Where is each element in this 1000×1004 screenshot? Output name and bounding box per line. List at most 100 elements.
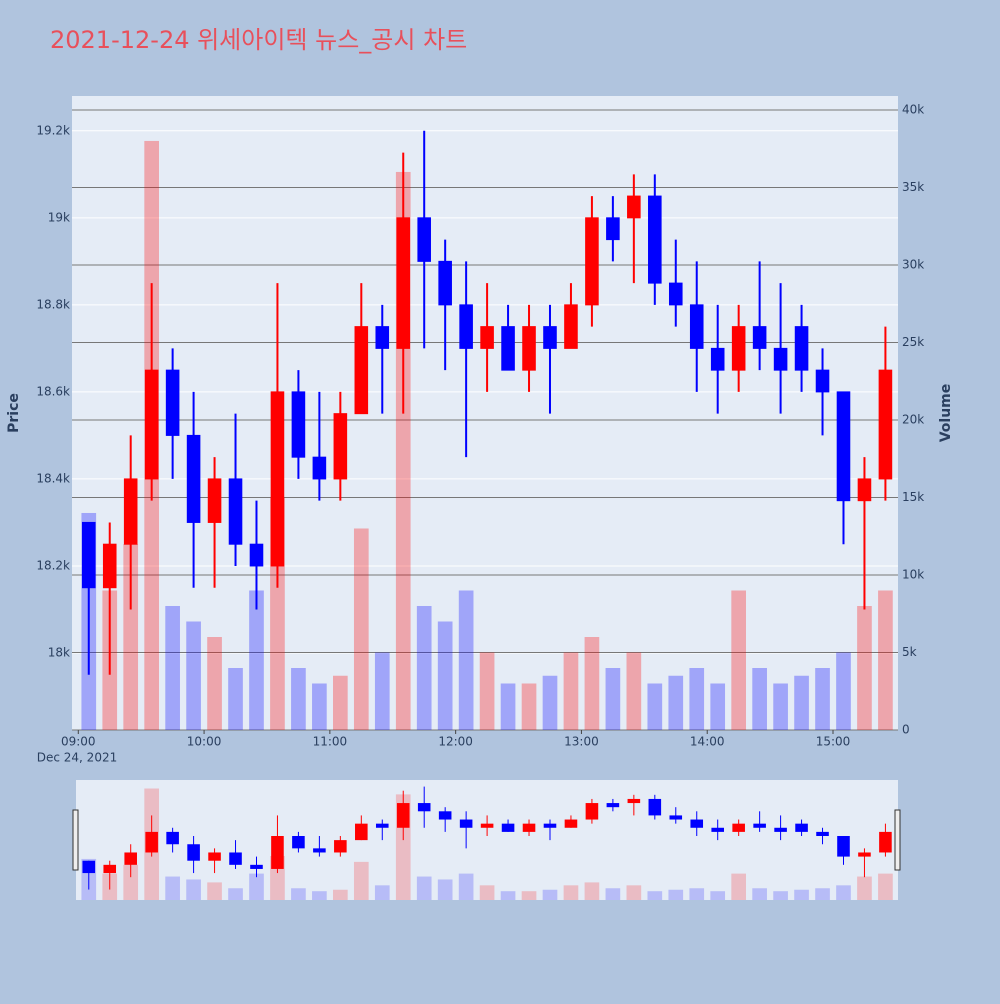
y-axis-title: Price: [6, 393, 22, 433]
slider-volume: [437, 879, 453, 900]
slider-body: [816, 831, 829, 837]
y-tick-label: 18.4k: [36, 471, 70, 485]
slider-body: [627, 798, 641, 804]
y-tick-label: 18k: [48, 645, 70, 659]
slider-volume: [521, 891, 537, 900]
volume-bar: [584, 636, 600, 730]
candle-body: [480, 326, 494, 349]
slider-body: [229, 852, 242, 865]
candle-body: [312, 456, 327, 480]
x-tick-label: 12:00: [438, 735, 473, 749]
volume-bar: [207, 636, 222, 730]
candle-body: [354, 326, 369, 415]
y2-tick-label: 0: [902, 723, 910, 737]
candle-body: [522, 326, 536, 371]
slider-body: [417, 803, 431, 812]
volume-bar: [668, 675, 684, 730]
volume-bar: [123, 543, 139, 730]
slider-body: [585, 803, 599, 820]
volume-bar: [437, 621, 453, 730]
slider-body: [648, 798, 662, 816]
slider-body: [669, 815, 683, 820]
slider-body: [313, 848, 326, 853]
slider-body: [82, 860, 96, 874]
volume-bar: [479, 652, 495, 730]
volume-bar: [165, 605, 180, 730]
volume-bar: [752, 667, 767, 730]
candle-body: [585, 217, 599, 306]
slider-body: [522, 823, 536, 832]
slider-volume: [626, 885, 642, 900]
y-tick-label: 18.2k: [36, 558, 70, 572]
slider-body: [501, 823, 515, 832]
y2-tick-label: 5k: [902, 645, 917, 659]
candle-body: [794, 326, 809, 371]
slider-body: [292, 836, 305, 849]
chart-title: 2021-12-24 위세아이텍 뉴스_공시 차트: [50, 26, 467, 54]
volume-bar: [563, 652, 579, 730]
volume-bar: [312, 683, 327, 730]
candle-body: [102, 543, 117, 589]
candle-body: [543, 326, 557, 349]
x-date-label: Dec 24, 2021: [37, 751, 117, 765]
slider-body: [690, 819, 704, 828]
volume-bar: [186, 621, 201, 730]
y2-axis-title: Volume: [938, 384, 954, 443]
slider-body: [837, 836, 850, 857]
candle-body: [710, 347, 725, 371]
candle-body: [165, 369, 180, 436]
volume-bar: [626, 652, 642, 730]
slider-body: [396, 803, 410, 828]
y-tick-label: 18.6k: [36, 384, 70, 398]
volume-bar: [333, 675, 348, 730]
candle-body: [836, 391, 851, 502]
slider-volume: [878, 873, 893, 900]
slider-body: [166, 831, 179, 845]
slider-body: [753, 823, 766, 828]
candle-body: [396, 217, 411, 349]
volume-bar: [416, 605, 432, 730]
x-tick-label: 14:00: [690, 735, 725, 749]
volume-bar: [374, 652, 390, 730]
volume-bar: [878, 590, 893, 730]
range-slider[interactable]: [76, 780, 898, 900]
slider-volume: [563, 885, 579, 900]
slider-handle[interactable]: [894, 809, 901, 871]
y2-tick-label: 40k: [902, 102, 924, 116]
candle-body: [186, 434, 201, 523]
candle-body: [249, 543, 264, 567]
volume-bar: [857, 605, 872, 730]
volume-bar: [710, 683, 726, 730]
slider-volume: [836, 885, 851, 900]
candle-body: [291, 391, 306, 458]
slider-volume: [752, 888, 767, 900]
x-tick-label: 10:00: [187, 735, 222, 749]
volume-bar: [647, 683, 663, 730]
volume-bar: [521, 683, 537, 730]
slider-body: [606, 803, 620, 808]
slider-body: [564, 819, 578, 828]
candle-body: [773, 347, 788, 371]
y2-tick-label: 25k: [902, 335, 924, 349]
volume-bar: [500, 683, 516, 730]
candle-body: [144, 369, 159, 480]
slider-body: [858, 852, 871, 857]
volume-bar: [291, 667, 306, 730]
slider-volume: [731, 873, 747, 900]
slider-volume: [689, 888, 705, 900]
volume-bar: [605, 667, 621, 730]
candle-body: [207, 478, 222, 523]
volume-bar: [794, 675, 809, 730]
slider-volume: [186, 879, 201, 900]
slider-body: [208, 852, 221, 861]
slider-volume: [291, 888, 306, 900]
slider-body: [355, 823, 368, 841]
slider-handle[interactable]: [72, 809, 79, 871]
slider-volume: [207, 882, 222, 900]
y-tick-label: 19k: [48, 210, 70, 224]
candle-body: [606, 217, 620, 241]
candle-body: [648, 195, 662, 284]
candle-body: [333, 413, 348, 480]
volume-bar: [228, 667, 243, 730]
slider-body: [334, 840, 347, 853]
